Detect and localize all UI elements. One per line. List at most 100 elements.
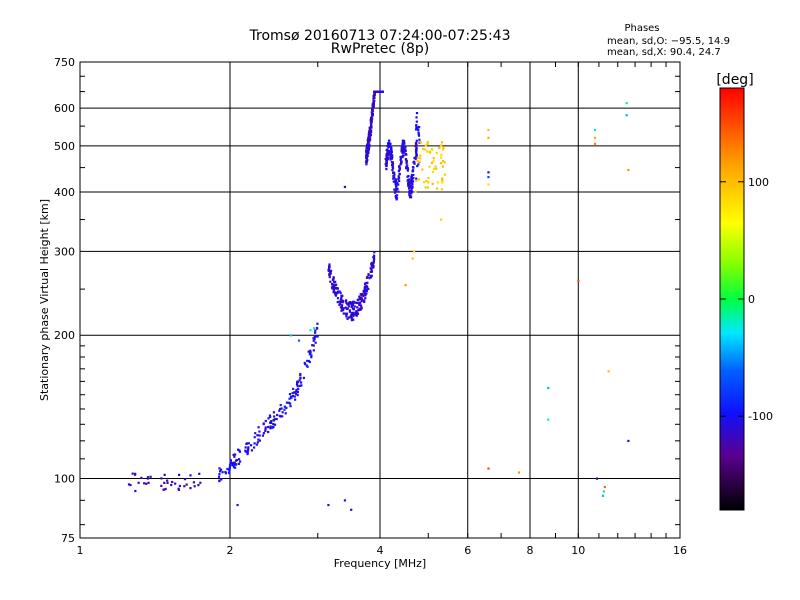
data-point	[372, 261, 375, 264]
data-point	[294, 398, 297, 401]
data-point	[347, 302, 351, 305]
data-point	[408, 178, 411, 181]
x-tick-label: 10	[571, 544, 585, 557]
data-point	[408, 182, 411, 185]
data-point	[362, 299, 365, 302]
data-point	[349, 314, 352, 318]
data-point	[332, 290, 335, 293]
data-point	[273, 418, 277, 421]
data-point	[229, 459, 233, 462]
data-point	[343, 499, 347, 502]
data-point	[404, 158, 408, 161]
data-point	[149, 475, 152, 478]
data-point	[327, 268, 330, 272]
data-point	[233, 455, 236, 458]
data-point	[246, 442, 249, 445]
data-point	[388, 142, 391, 146]
data-point	[360, 300, 363, 303]
data-point	[407, 174, 410, 178]
data-point	[403, 151, 406, 154]
data-point	[312, 349, 315, 352]
data-point	[332, 276, 335, 279]
data-point	[253, 442, 256, 445]
data-point	[376, 90, 380, 93]
data-point	[370, 263, 373, 266]
data-point	[199, 481, 202, 484]
data-point	[231, 461, 234, 465]
data-point	[289, 395, 293, 398]
data-point	[372, 94, 376, 97]
data-point	[547, 386, 550, 390]
data-point	[364, 283, 367, 286]
x-tick-label: 2	[227, 544, 234, 557]
data-point	[409, 194, 412, 198]
data-point	[384, 163, 387, 166]
data-point	[441, 148, 445, 151]
data-point	[365, 163, 368, 166]
data-point	[418, 160, 421, 163]
data-point	[299, 372, 302, 376]
data-point	[328, 263, 331, 266]
data-point	[365, 286, 368, 289]
data-point	[249, 444, 253, 447]
data-point	[233, 461, 236, 465]
data-point	[425, 180, 428, 183]
data-point	[391, 161, 394, 164]
data-point	[414, 190, 417, 193]
data-point	[410, 178, 413, 181]
data-point	[363, 289, 366, 292]
data-point	[394, 180, 397, 183]
data-point	[360, 297, 363, 300]
data-point	[374, 90, 377, 93]
data-point	[355, 310, 358, 313]
data-point	[487, 171, 490, 174]
y-tick-label: 400	[54, 186, 75, 199]
data-point	[368, 130, 371, 133]
data-point	[297, 339, 301, 342]
data-point	[238, 450, 242, 453]
data-point	[431, 182, 434, 185]
data-point	[363, 288, 366, 291]
data-point	[385, 162, 388, 165]
data-point	[178, 473, 181, 476]
data-point	[401, 141, 404, 145]
data-point	[299, 384, 302, 388]
data-point	[247, 447, 250, 451]
data-point	[355, 301, 358, 305]
data-point	[289, 402, 292, 405]
data-point	[250, 449, 254, 452]
data-point	[393, 188, 396, 191]
data-point	[366, 150, 369, 153]
data-point	[299, 377, 302, 380]
data-point	[312, 337, 315, 340]
data-point	[368, 126, 371, 129]
data-point	[440, 177, 444, 180]
data-point	[332, 280, 336, 283]
data-point	[146, 476, 150, 479]
data-point	[264, 426, 267, 429]
data-point	[421, 168, 424, 171]
data-point	[346, 317, 349, 320]
data-point	[314, 341, 317, 344]
data-point	[407, 178, 410, 182]
data-point	[310, 354, 313, 357]
data-point	[389, 153, 392, 157]
data-point	[411, 183, 414, 186]
data-point	[350, 317, 354, 320]
data-point	[426, 186, 430, 189]
data-point	[405, 160, 408, 164]
data-point	[350, 304, 353, 307]
data-point	[385, 153, 388, 156]
data-point	[398, 173, 401, 176]
data-point	[385, 159, 389, 163]
data-point	[372, 103, 375, 106]
data-point	[391, 168, 394, 172]
data-point	[369, 130, 373, 134]
data-point	[487, 175, 490, 179]
data-point	[281, 415, 284, 418]
data-point	[406, 169, 409, 172]
data-point	[342, 307, 345, 310]
data-point	[269, 421, 273, 424]
stats-title: Phases	[624, 23, 659, 34]
